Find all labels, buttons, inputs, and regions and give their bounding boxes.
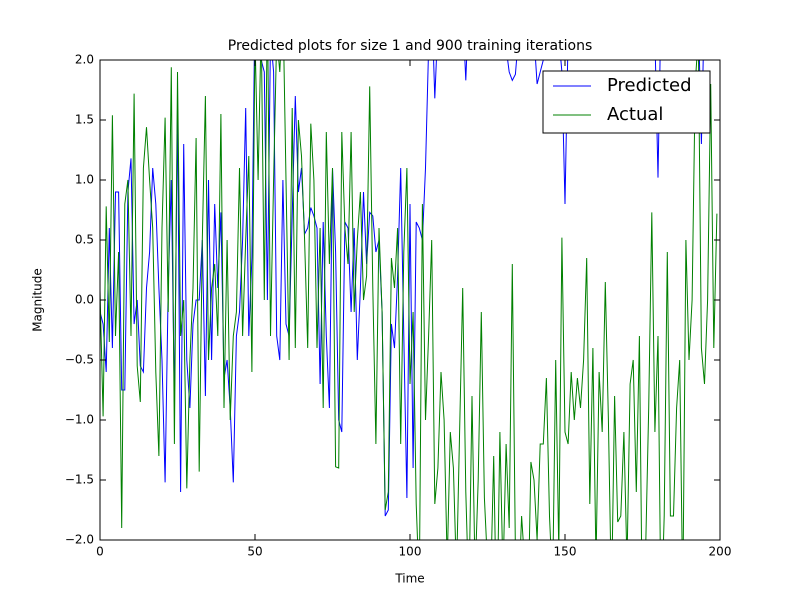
y-tick-label: 2.0 bbox=[75, 53, 94, 67]
y-tick-label: −0.5 bbox=[65, 353, 94, 367]
x-axis-label: Time bbox=[394, 572, 424, 586]
y-tick-label: 1.5 bbox=[75, 113, 94, 127]
y-tick-label: 0.0 bbox=[75, 293, 94, 307]
y-tick-label: −1.0 bbox=[65, 413, 94, 427]
legend-label: Actual bbox=[607, 104, 663, 125]
y-tick-label: 1.0 bbox=[75, 173, 94, 187]
data-line bbox=[100, 60, 704, 517]
data-line bbox=[100, 60, 718, 540]
plot-lines bbox=[100, 60, 718, 540]
legend-label: Predicted bbox=[607, 75, 692, 96]
y-tick-label: −2.0 bbox=[65, 533, 94, 547]
chart-title: Predicted plots for size 1 and 900 train… bbox=[228, 38, 593, 54]
x-tick-label: 50 bbox=[247, 545, 262, 559]
y-tick-label: −1.5 bbox=[65, 473, 94, 487]
legend-box bbox=[542, 70, 711, 134]
y-axis-label: Magnitude bbox=[31, 268, 45, 332]
x-tick-label: 200 bbox=[709, 545, 732, 559]
x-tick-label: 150 bbox=[554, 545, 577, 559]
y-tick-label: 0.5 bbox=[75, 233, 94, 247]
x-tick-label: 0 bbox=[96, 545, 104, 559]
x-tick-label: 100 bbox=[399, 545, 422, 559]
